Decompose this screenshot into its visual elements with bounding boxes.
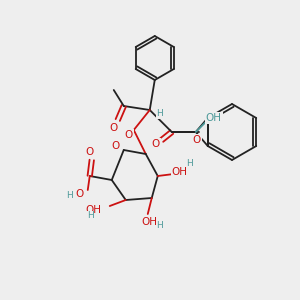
Text: O: O <box>124 130 133 140</box>
Text: O: O <box>152 139 160 149</box>
Text: O: O <box>112 141 120 151</box>
Text: H: H <box>66 191 73 200</box>
Text: OH: OH <box>86 205 102 215</box>
Text: O: O <box>110 123 118 133</box>
Text: H: H <box>186 160 193 169</box>
Text: O: O <box>76 189 84 199</box>
Text: O: O <box>193 135 201 145</box>
Text: OH: OH <box>172 167 188 177</box>
Text: H: H <box>156 221 163 230</box>
Text: H: H <box>87 212 94 220</box>
Text: OH: OH <box>206 113 222 123</box>
Text: O: O <box>85 147 94 157</box>
Text: H: H <box>156 110 163 118</box>
Text: OH: OH <box>142 217 158 227</box>
